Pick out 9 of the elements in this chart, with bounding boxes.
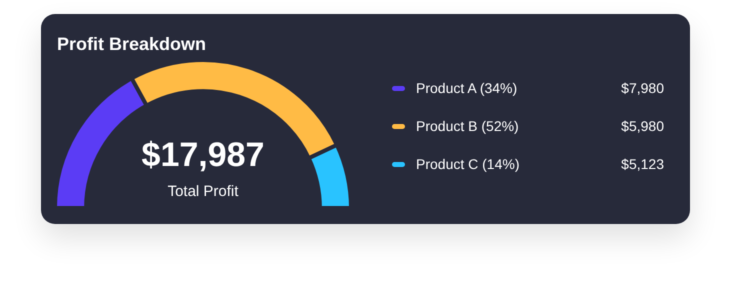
text: $7,980 xyxy=(621,80,664,96)
text: Total Profit xyxy=(168,183,240,200)
text: $17,987 xyxy=(142,136,264,174)
text: $5,980 xyxy=(621,118,664,134)
text: $5,123 xyxy=(621,156,664,172)
legend-label: Product A (34%) xyxy=(416,80,518,96)
legend-label: Product C (14%) xyxy=(416,156,520,172)
chart-title: Profit Breakdown xyxy=(57,34,206,55)
legend-label: Product B (52%) xyxy=(416,118,519,134)
